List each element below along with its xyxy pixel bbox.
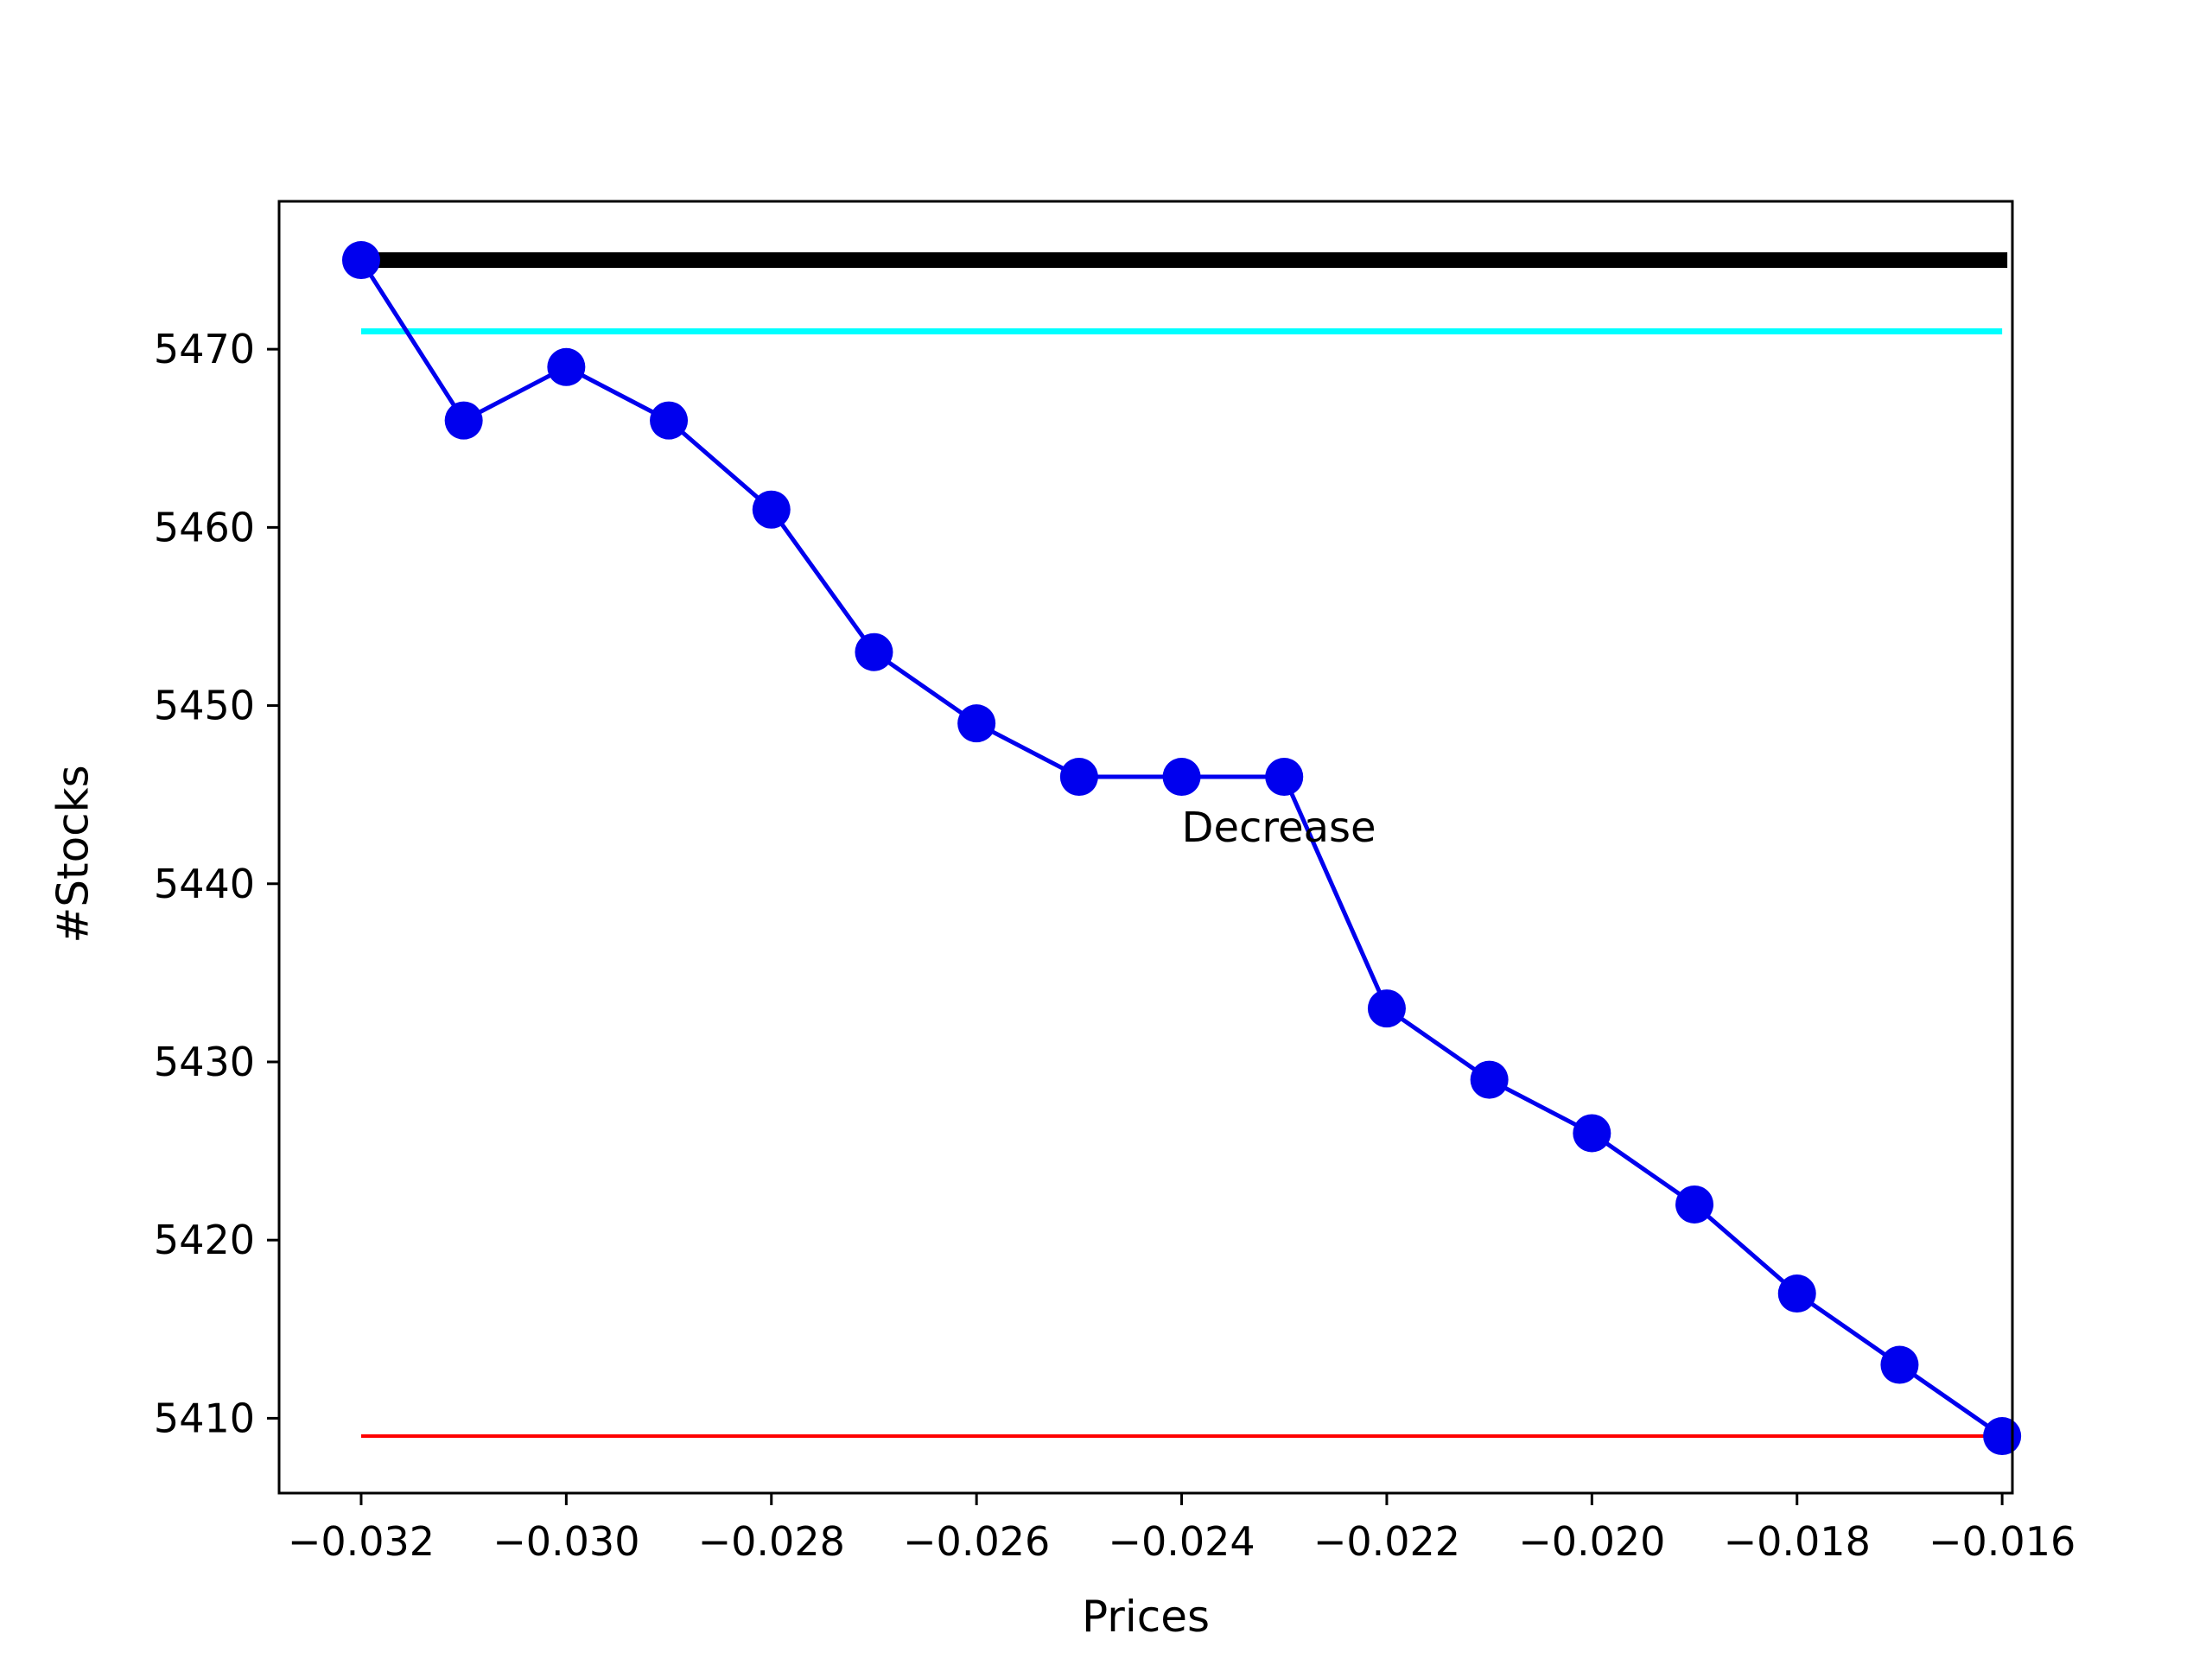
data-point	[1162, 758, 1201, 797]
series-layer	[341, 241, 2022, 1456]
data-point	[957, 704, 996, 743]
data-point	[650, 401, 689, 440]
data-point	[1470, 1060, 1509, 1099]
y-tick-label: 5410	[154, 1395, 255, 1441]
data-point	[1265, 758, 1304, 797]
data-point	[1983, 1417, 2022, 1456]
data-point	[752, 490, 791, 529]
data-point	[444, 401, 483, 440]
y-tick-label: 5470	[154, 326, 255, 372]
data-point	[341, 241, 380, 280]
x-tick-label: −0.020	[1518, 1518, 1665, 1565]
data-point	[1573, 1114, 1611, 1153]
y-tick-label: 5420	[154, 1217, 255, 1263]
annotation-text: Decrease	[1182, 804, 1376, 852]
annotations: Decrease	[1182, 804, 1376, 852]
x-tick-label: −0.032	[288, 1518, 435, 1565]
x-tick-label: −0.024	[1108, 1518, 1255, 1565]
y-tick-label: 5460	[154, 504, 255, 550]
x-tick-label: −0.016	[1929, 1518, 2075, 1565]
y-axis: 5410 5420 5430 5440 5450 5460 5470	[154, 326, 279, 1441]
data-point	[1880, 1345, 1919, 1384]
y-tick-label: 5450	[154, 683, 255, 729]
data-point	[1777, 1274, 1816, 1313]
x-tick-label: −0.022	[1313, 1518, 1460, 1565]
reference-lines	[360, 252, 2008, 1439]
y-tick-label: 5440	[154, 861, 255, 907]
data-point	[1675, 1185, 1714, 1224]
x-tick-label: −0.018	[1724, 1518, 1871, 1565]
data-point	[1367, 989, 1406, 1028]
y-tick-label: 5430	[154, 1039, 255, 1085]
x-axis: −0.032 −0.030 −0.028 −0.026 −0.024 −0.022 −0.0…	[288, 1493, 2075, 1565]
x-tick-label: −0.026	[903, 1518, 1050, 1565]
x-tick-label: −0.030	[493, 1518, 639, 1565]
x-tick-label: −0.028	[698, 1518, 845, 1565]
data-point	[1059, 758, 1098, 797]
x-axis-label: Prices	[1082, 1592, 1210, 1642]
data-point	[855, 632, 893, 671]
y-axis-label: #Stocks	[48, 765, 99, 943]
data-point	[547, 347, 586, 386]
axes-frame	[277, 200, 2014, 1495]
